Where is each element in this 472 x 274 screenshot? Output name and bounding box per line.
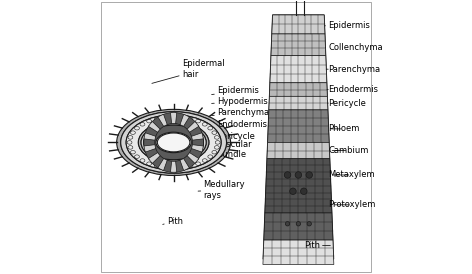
Text: Metaxylem: Metaxylem — [328, 170, 375, 179]
Wedge shape — [151, 116, 165, 130]
Wedge shape — [151, 155, 165, 169]
Ellipse shape — [121, 112, 227, 173]
Ellipse shape — [157, 133, 190, 152]
Wedge shape — [183, 155, 196, 169]
Ellipse shape — [138, 122, 209, 163]
Wedge shape — [175, 113, 185, 125]
Text: Pericycle: Pericycle — [211, 132, 255, 141]
Wedge shape — [183, 116, 196, 130]
Wedge shape — [180, 158, 189, 170]
Circle shape — [296, 222, 301, 226]
Text: Medullary
rays: Medullary rays — [198, 180, 245, 199]
Text: Pericycle: Pericycle — [328, 99, 366, 108]
Text: Protoxylem: Protoxylem — [328, 200, 376, 209]
Wedge shape — [170, 113, 177, 124]
Text: Endodermis: Endodermis — [327, 85, 378, 94]
Ellipse shape — [141, 124, 206, 161]
Polygon shape — [272, 15, 325, 34]
Circle shape — [290, 188, 296, 195]
Wedge shape — [187, 153, 199, 163]
Text: Phloem: Phloem — [328, 124, 360, 133]
Text: Epidermis: Epidermis — [211, 86, 259, 95]
Ellipse shape — [156, 132, 191, 153]
Ellipse shape — [117, 109, 231, 175]
Ellipse shape — [138, 122, 209, 163]
Ellipse shape — [126, 115, 221, 170]
Text: Parenchyma: Parenchyma — [211, 108, 269, 117]
Circle shape — [301, 188, 307, 195]
Text: Epidermis: Epidermis — [325, 21, 370, 30]
Circle shape — [284, 172, 291, 178]
Text: Vascular
bundle: Vascular bundle — [211, 139, 253, 159]
Polygon shape — [265, 159, 332, 213]
Wedge shape — [145, 125, 158, 137]
Text: Parenchyma: Parenchyma — [326, 65, 380, 74]
Text: Pith: Pith — [304, 241, 330, 250]
Polygon shape — [269, 96, 328, 110]
Wedge shape — [180, 114, 189, 126]
Ellipse shape — [126, 115, 221, 170]
Polygon shape — [270, 83, 327, 96]
Text: Pith: Pith — [163, 216, 183, 226]
Text: Epidermal
hair: Epidermal hair — [152, 59, 224, 83]
Polygon shape — [270, 56, 327, 83]
Ellipse shape — [141, 124, 206, 161]
Polygon shape — [271, 34, 326, 56]
Circle shape — [295, 172, 302, 178]
Wedge shape — [175, 160, 185, 172]
Ellipse shape — [144, 125, 203, 160]
Polygon shape — [268, 110, 329, 142]
Wedge shape — [149, 121, 160, 132]
Text: Endodermis: Endodermis — [211, 120, 267, 129]
Polygon shape — [267, 142, 330, 159]
Wedge shape — [192, 145, 203, 152]
Wedge shape — [189, 147, 202, 160]
Text: Cambium: Cambium — [328, 146, 369, 155]
Wedge shape — [158, 158, 167, 170]
Wedge shape — [144, 137, 155, 148]
Text: Collenchyma: Collenchyma — [325, 43, 383, 52]
Polygon shape — [263, 240, 334, 264]
Wedge shape — [192, 137, 203, 148]
Wedge shape — [189, 125, 202, 137]
Circle shape — [286, 222, 290, 226]
Ellipse shape — [121, 112, 227, 173]
Polygon shape — [263, 15, 334, 259]
Polygon shape — [264, 213, 333, 240]
Wedge shape — [162, 160, 173, 172]
Wedge shape — [144, 133, 156, 140]
Wedge shape — [145, 147, 158, 160]
Ellipse shape — [144, 125, 203, 160]
Wedge shape — [149, 153, 160, 163]
Wedge shape — [192, 133, 203, 140]
Wedge shape — [162, 113, 173, 125]
Text: Hypodermis: Hypodermis — [211, 97, 268, 106]
Wedge shape — [158, 114, 167, 126]
Wedge shape — [170, 161, 177, 172]
Wedge shape — [144, 145, 156, 152]
Circle shape — [306, 172, 312, 178]
Circle shape — [307, 222, 312, 226]
Wedge shape — [187, 121, 199, 132]
